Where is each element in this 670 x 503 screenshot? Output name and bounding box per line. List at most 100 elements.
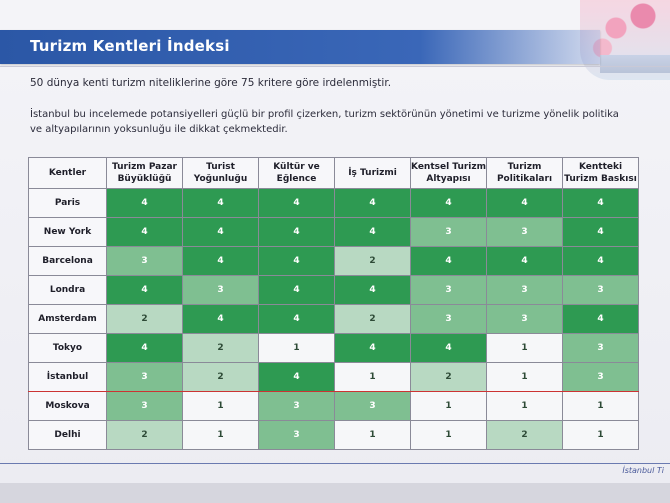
city-cell: Paris xyxy=(28,188,107,218)
score-cell: 4 xyxy=(258,246,335,276)
score-cell: 4 xyxy=(334,333,411,363)
score-cell: 1 xyxy=(182,391,259,421)
table-row: Amsterdam 2 4 4 2 3 3 4 xyxy=(28,304,639,334)
score-cell: 3 xyxy=(182,275,259,305)
score-cell: 4 xyxy=(106,333,183,363)
table-header-row: Kentler Turizm Pazar Büyüklüğü Turist Yoğu… xyxy=(28,157,639,189)
score-cell: 2 xyxy=(334,304,411,334)
score-cell: 4 xyxy=(334,217,411,247)
slide-title: Turizm Kentleri İndeksi xyxy=(30,37,230,55)
column-header-5: Kentsel Turizm Altyapısı xyxy=(410,157,487,189)
score-cell: 3 xyxy=(410,217,487,247)
score-cell: 4 xyxy=(258,275,335,305)
column-header-6: Turizm Politikaları xyxy=(486,157,563,189)
city-cell: Delhi xyxy=(28,420,107,450)
score-cell: 1 xyxy=(334,362,411,392)
score-cell: 2 xyxy=(486,420,563,450)
score-cell: 3 xyxy=(106,391,183,421)
score-cell: 1 xyxy=(410,391,487,421)
score-cell: 3 xyxy=(334,391,411,421)
score-cell: 3 xyxy=(258,420,335,450)
score-cell: 4 xyxy=(106,275,183,305)
bottom-bar xyxy=(0,483,670,503)
city-cell: Barcelona xyxy=(28,246,107,276)
city-cell: Amsterdam xyxy=(28,304,107,334)
score-cell: 4 xyxy=(486,246,563,276)
score-cell: 1 xyxy=(410,420,487,450)
column-header-3: Kültür ve Eğlence xyxy=(258,157,335,189)
column-header-4: İş Turizmi xyxy=(334,157,411,189)
score-cell: 4 xyxy=(258,362,335,392)
score-cell: 3 xyxy=(486,304,563,334)
score-cell: 4 xyxy=(182,217,259,247)
table-row: Tokyo 4 2 1 4 4 1 3 xyxy=(28,333,639,363)
column-header-cities: Kentler xyxy=(28,157,107,189)
score-cell: 3 xyxy=(258,391,335,421)
score-cell: 4 xyxy=(182,188,259,218)
score-cell: 2 xyxy=(182,362,259,392)
corner-photo-skyline xyxy=(600,55,670,73)
score-cell: 3 xyxy=(562,362,639,392)
score-cell: 2 xyxy=(334,246,411,276)
table-row: Delhi 2 1 3 1 1 2 1 xyxy=(28,420,639,450)
score-cell: 1 xyxy=(334,420,411,450)
city-cell: Moskova xyxy=(28,391,107,421)
score-cell: 3 xyxy=(410,275,487,305)
score-cell: 4 xyxy=(258,304,335,334)
score-cell: 4 xyxy=(106,217,183,247)
score-cell: 4 xyxy=(562,246,639,276)
score-cell: 2 xyxy=(182,333,259,363)
column-header-7: Kentteki Turizm Baskısı xyxy=(562,157,639,189)
tourism-index-table: Kentler Turizm Pazar Büyüklüğü Turist Yoğu… xyxy=(28,157,639,450)
title-divider xyxy=(0,66,670,67)
table-row: Paris 4 4 4 4 4 4 4 xyxy=(28,188,639,218)
score-cell: 4 xyxy=(410,246,487,276)
table-row: İstanbul 3 2 4 1 2 1 3 xyxy=(28,362,639,392)
column-header-2: Turist Yoğunluğu xyxy=(182,157,259,189)
table-row: Londra 4 3 4 4 3 3 3 xyxy=(28,275,639,305)
score-cell: 3 xyxy=(106,246,183,276)
score-cell: 2 xyxy=(106,304,183,334)
score-cell: 4 xyxy=(562,304,639,334)
score-cell: 1 xyxy=(486,333,563,363)
score-cell: 3 xyxy=(562,275,639,305)
table-row: Barcelona 3 4 4 2 4 4 4 xyxy=(28,246,639,276)
score-cell: 4 xyxy=(258,217,335,247)
score-cell: 1 xyxy=(258,333,335,363)
score-cell: 4 xyxy=(410,333,487,363)
footer-text: İstanbul Ti xyxy=(622,466,664,475)
city-cell: Tokyo xyxy=(28,333,107,363)
column-header-1: Turizm Pazar Büyüklüğü xyxy=(106,157,183,189)
score-cell: 2 xyxy=(410,362,487,392)
score-cell: 4 xyxy=(106,188,183,218)
city-cell: İstanbul xyxy=(28,362,107,392)
table-row: Moskova 3 1 3 3 1 1 1 xyxy=(28,391,639,421)
score-cell: 3 xyxy=(106,362,183,392)
table-body: Paris 4 4 4 4 4 4 4 New York 4 4 4 4 3 3 4 Barcelona 3 4 4 2… xyxy=(28,188,639,450)
score-cell: 4 xyxy=(182,304,259,334)
city-cell: Londra xyxy=(28,275,107,305)
table-row: New York 4 4 4 4 3 3 4 xyxy=(28,217,639,247)
score-cell: 4 xyxy=(410,188,487,218)
title-bar: Turizm Kentleri İndeksi xyxy=(0,30,600,64)
score-cell: 4 xyxy=(258,188,335,218)
score-cell: 1 xyxy=(486,362,563,392)
score-cell: 4 xyxy=(562,217,639,247)
description-text: İstanbul bu incelemede potansiyelleri gü… xyxy=(30,109,619,135)
score-cell: 3 xyxy=(486,217,563,247)
footer-divider xyxy=(0,463,670,464)
score-cell: 4 xyxy=(486,188,563,218)
score-cell: 3 xyxy=(410,304,487,334)
score-cell: 4 xyxy=(334,275,411,305)
score-cell: 1 xyxy=(486,391,563,421)
score-cell: 4 xyxy=(182,246,259,276)
score-cell: 1 xyxy=(562,420,639,450)
score-cell: 3 xyxy=(562,333,639,363)
score-cell: 1 xyxy=(562,391,639,421)
score-cell: 4 xyxy=(562,188,639,218)
intro-text: 50 dünya kenti turizm niteliklerine göre… xyxy=(30,77,392,89)
score-cell: 4 xyxy=(334,188,411,218)
city-cell: New York xyxy=(28,217,107,247)
score-cell: 1 xyxy=(182,420,259,450)
